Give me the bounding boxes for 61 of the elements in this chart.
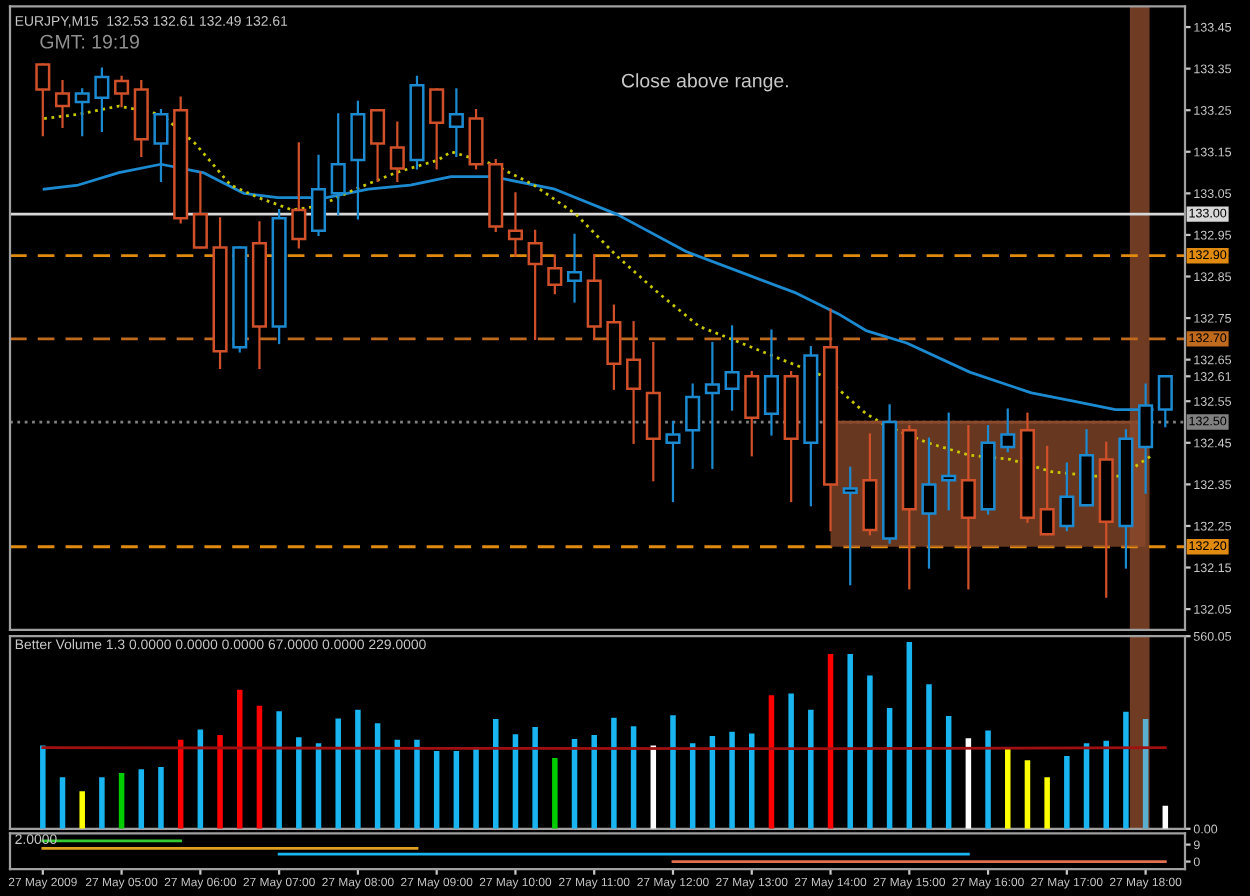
bar — [217, 734, 223, 829]
candlestick — [448, 88, 464, 158]
bar — [236, 689, 243, 829]
candlestick — [882, 404, 898, 544]
bar — [355, 709, 361, 829]
bar — [118, 773, 125, 829]
bar — [276, 711, 282, 829]
bar — [1024, 760, 1031, 829]
candlestick — [507, 192, 523, 257]
bar — [985, 730, 991, 829]
bar — [749, 733, 755, 829]
candlestick — [704, 341, 720, 469]
bar — [867, 675, 873, 829]
candlestick — [960, 425, 976, 590]
annotation: Close above range. — [621, 73, 788, 92]
bar — [296, 737, 302, 829]
bar — [138, 769, 145, 829]
line-series — [42, 104, 1154, 478]
bar — [926, 684, 932, 829]
candlestick — [763, 329, 779, 436]
candlestick — [291, 142, 307, 249]
bar — [335, 718, 341, 829]
text: GMT: 19:19 — [40, 34, 139, 49]
bar — [670, 715, 676, 829]
bar — [99, 777, 105, 829]
bar — [552, 757, 558, 829]
bar — [611, 717, 617, 829]
candlestick — [54, 80, 71, 128]
candlestick — [606, 304, 622, 390]
bar — [532, 726, 538, 829]
candlestick — [842, 466, 858, 586]
bar — [729, 731, 735, 829]
bar — [847, 654, 853, 829]
candlestick — [566, 233, 583, 303]
bar — [414, 739, 420, 829]
candlestick — [685, 383, 701, 469]
bar — [1123, 711, 1129, 829]
bar — [433, 751, 440, 829]
bar — [808, 709, 814, 829]
bar — [1005, 747, 1011, 829]
bar — [79, 791, 85, 829]
bar — [473, 746, 479, 829]
bar — [1103, 740, 1109, 829]
bar — [40, 745, 46, 829]
bar — [453, 751, 460, 829]
candlestick — [251, 221, 267, 370]
candlestick — [114, 75, 130, 108]
candlestick — [724, 325, 740, 411]
candlestick — [1019, 412, 1036, 523]
candlestick — [921, 437, 937, 569]
candlestick — [645, 341, 661, 482]
candlestick — [626, 321, 642, 444]
bar — [591, 734, 597, 829]
bar — [1044, 777, 1050, 829]
bar — [1064, 755, 1070, 829]
candlestick — [941, 412, 957, 511]
bar — [59, 777, 66, 829]
candlestick — [822, 308, 839, 532]
bar — [493, 719, 499, 829]
bar — [158, 766, 164, 829]
bar — [788, 693, 794, 829]
